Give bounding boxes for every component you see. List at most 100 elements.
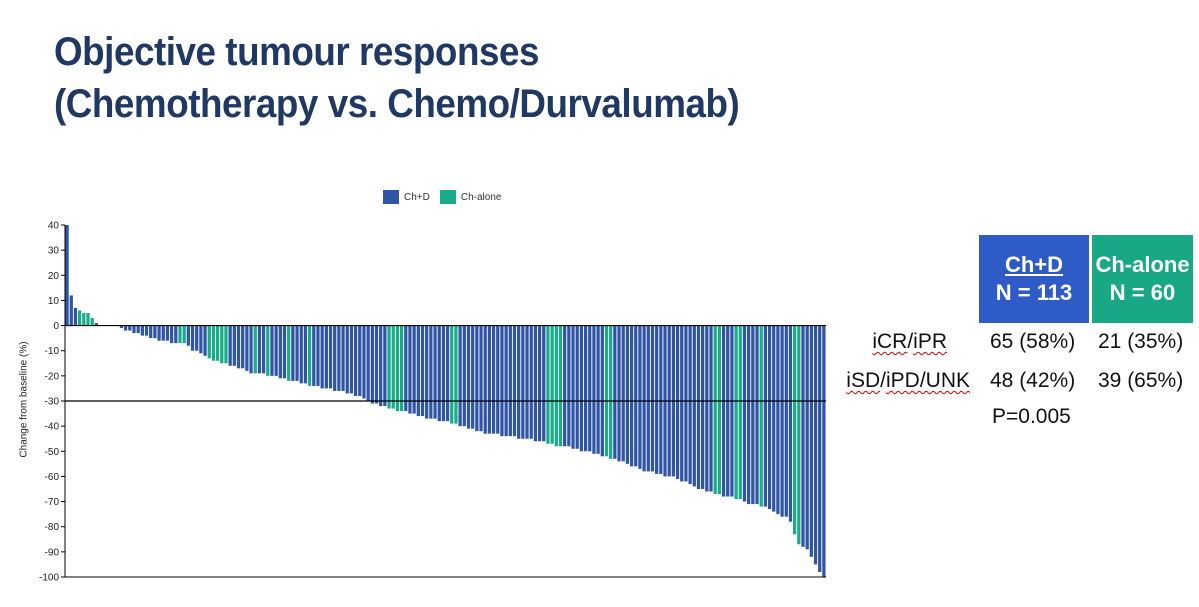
bar-ch-alone [211,325,216,361]
row-label-icr: iCR [872,330,908,353]
bar-chd [818,325,822,572]
bar-chd [475,325,479,432]
cell-ch-icr-ipr: 21 (35%) [1098,330,1184,353]
bar-chd [270,325,274,376]
bar-chd [324,325,328,389]
bar-chd [742,325,747,502]
bar-chd [655,325,659,474]
row-label-ipd-unk: iPD/UNK [885,369,970,392]
bar-chd [471,325,475,429]
bar-chd [124,325,128,331]
bar-chd [617,325,621,462]
bar-ch-alone [224,325,228,364]
bar-chd [140,325,144,336]
bar-chd [199,325,203,354]
y-tick-label: -100 [39,573,59,584]
y-tick-label: 20 [48,271,60,282]
row-label-sep-2: / [880,369,886,392]
bar-ch-alone [78,310,82,326]
bar-chd [203,325,207,356]
bar-chd [621,325,625,462]
bar-chd [625,325,630,464]
bar-chd [822,325,826,577]
bar-chd [241,325,245,369]
bar-chd [483,325,487,434]
bar-chd [500,325,504,437]
cell-ch-isd-ipd-unk: 39 (65%) [1098,369,1184,392]
bar-chd [195,325,199,351]
bar-ch-alone [713,325,717,495]
bar-chd [69,295,73,326]
bar-chd [521,325,525,439]
bar-chd [571,325,575,449]
bar-chd [487,325,492,434]
bar-chd [542,325,546,442]
bar-chd [575,325,579,449]
bar-chd [458,325,462,427]
bar-chd [174,325,178,344]
bar-ch-alone [287,325,291,381]
bar-chd [383,325,387,407]
bar-ch-alone [454,325,458,424]
bar-ch-alone [391,325,395,409]
bar-chd [420,325,425,417]
bar-ch-alone [399,325,404,412]
bar-chd [349,325,354,394]
bar-ch-alone [182,325,186,344]
bar-chd [303,325,308,384]
bar-chd [328,325,333,389]
bar-chd [533,325,538,442]
bar-chd [583,325,588,452]
y-axis: 40 30 20 10 0 -10 -20 -30 -40 -50 -60 -70 -80 -90 -100 [39,221,826,584]
bar-chd [767,325,772,510]
bar-ch-alone [734,325,738,500]
bar-chd [763,325,767,507]
bar-chd [684,325,688,482]
ch-alone-header-name: Ch-alone [1095,252,1190,277]
bar-ch-alone [395,325,400,412]
row-label-isd-ipd-unk: iSD/iPD/UNK [830,369,970,393]
bar-chd [345,325,349,394]
bar-chd [563,325,567,447]
bar-chd [236,325,241,369]
bar-ch-alone [266,325,270,376]
y-tick-label: -20 [45,371,60,382]
bar-chd [282,325,287,379]
bar-chd [780,325,784,517]
y-tick-label: -90 [45,547,60,558]
bar-ch-alone [609,325,613,459]
bar-ch-alone [450,325,454,424]
bar-chd [362,325,366,399]
bar-chd [316,325,320,386]
legend-swatch-ch-alone [439,190,456,204]
bar-chd [119,325,124,329]
bar-chd [416,325,420,417]
bar-chd [646,325,650,472]
bar-chd [128,325,132,331]
bar-chd [412,325,416,414]
bar-chd [517,325,521,439]
chd-header-box: Ch+D N = 113 [979,235,1089,323]
chd-header-name: Ch+D [1004,252,1064,277]
bar-chd [291,325,295,381]
y-tick-label: -60 [45,472,60,483]
bar-chd [374,325,379,404]
bar-chd [650,325,655,472]
bar-chd [659,325,663,474]
bar-chd [479,325,483,432]
bar-ch-alone [253,325,257,374]
legend-swatch-chd [383,190,399,204]
title-line-1: Objective tumour responses [54,30,539,74]
bar-chd [638,325,642,469]
y-tick-label: -40 [45,422,60,433]
bar-ch-alone [738,325,742,500]
bar-chd [370,325,374,404]
bar-chd [784,325,788,517]
bar-ch-alone [220,325,224,364]
bar-chd [73,307,78,326]
ch-alone-header-box: Ch-alone N = 60 [1092,235,1193,323]
reference-lines [65,324,826,402]
bar-chd [153,325,157,339]
bar-chd [261,325,266,374]
bar-chd [379,325,383,407]
